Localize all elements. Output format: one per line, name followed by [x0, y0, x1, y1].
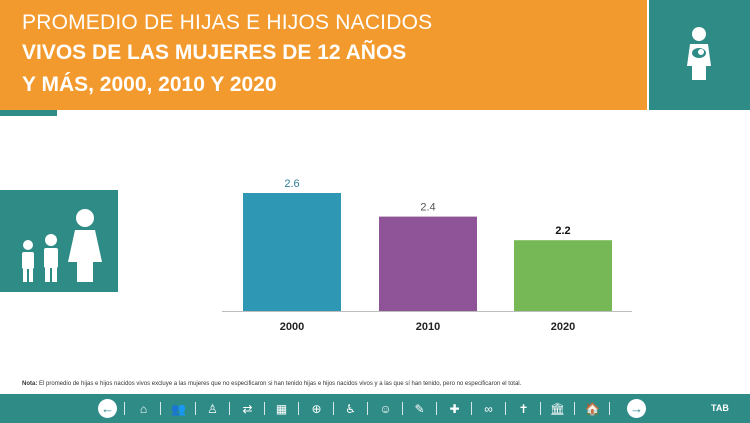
back-arrow-icon[interactable]: ←: [98, 399, 117, 418]
data-label-2020: 2.2: [555, 225, 570, 237]
bar-2020: [514, 240, 612, 311]
x-tick-2010: 2010: [416, 321, 440, 333]
x-tick-2000: 2000: [280, 321, 304, 333]
nav-separator: [540, 402, 541, 415]
nav-separator: [229, 402, 230, 415]
x-tick-2020: 2020: [551, 321, 575, 333]
religion-icon[interactable]: ✝: [518, 401, 529, 416]
bottom-nav-bar: ← ⌂ 👥 ♙ ⇄ ▦ ⊕ ♿ ☺ ✎ ✚ ∞ ✝ 🏛 🏠 → TAB: [0, 394, 750, 423]
people-group-icon[interactable]: 👥: [171, 401, 186, 416]
page-title-line2: VIVOS DE LAS MUJERES DE 12 AÑOS: [22, 41, 407, 64]
nav-separator: [264, 402, 265, 415]
header-icon-panel: [649, 0, 750, 110]
nav-separator: [402, 402, 403, 415]
nav-separator: [333, 402, 334, 415]
footnote-prefix: Nota:: [22, 381, 38, 387]
bar-2000: [243, 193, 341, 311]
data-label-2000: 2.6: [284, 178, 299, 190]
rings-icon[interactable]: ∞: [484, 401, 493, 416]
home-icon[interactable]: 🏠: [585, 401, 600, 416]
footnote-text: El promedio de hijas e hijos nacidos viv…: [39, 381, 522, 387]
forward-arrow-icon[interactable]: →: [627, 399, 646, 418]
nav-separator: [124, 402, 125, 415]
footnote: Nota: El promedio de hijas e hijos nacid…: [22, 381, 521, 387]
map-icon[interactable]: ▦: [275, 401, 288, 416]
person-icon[interactable]: ♙: [207, 401, 218, 416]
nav-separator: [367, 402, 368, 415]
page-title-line3: Y MÁS, 2000, 2010 Y 2020: [22, 73, 277, 96]
nav-separator: [471, 402, 472, 415]
education-icon[interactable]: ✎: [414, 401, 425, 416]
health-icon[interactable]: ✚: [449, 401, 460, 416]
bar-2010: [379, 216, 477, 311]
nav-separator: [505, 402, 506, 415]
tab-label: TAB: [711, 403, 729, 413]
wheelchair-icon[interactable]: ♿: [345, 401, 356, 416]
data-label-2010: 2.4: [420, 202, 435, 214]
nav-separator: [298, 402, 299, 415]
page-title-line1: PROMEDIO DE HIJAS E HIJOS NACIDOS: [22, 11, 433, 34]
nav-separator: [574, 402, 575, 415]
nav-separator: [195, 402, 196, 415]
building-icon[interactable]: ⌂: [139, 401, 148, 416]
nav-separator: [609, 402, 610, 415]
header-accent-bar: [0, 110, 57, 116]
children-icon[interactable]: ☺: [379, 401, 392, 416]
nav-separator: [160, 402, 161, 415]
target-icon[interactable]: ⊕: [311, 401, 322, 416]
nav-separator: [436, 402, 437, 415]
family-icon: [22, 209, 102, 282]
bar-chart: 2.6 2000 2.4 2010 2.2 2020: [222, 178, 632, 333]
title-banner: PROMEDIO DE HIJAS E HIJOS NACIDOS VIVOS …: [0, 0, 647, 110]
family-icon-panel: [0, 190, 118, 292]
government-icon[interactable]: 🏛: [549, 401, 566, 416]
migration-icon[interactable]: ⇄: [242, 401, 253, 416]
woman-with-baby-icon: [687, 27, 711, 80]
